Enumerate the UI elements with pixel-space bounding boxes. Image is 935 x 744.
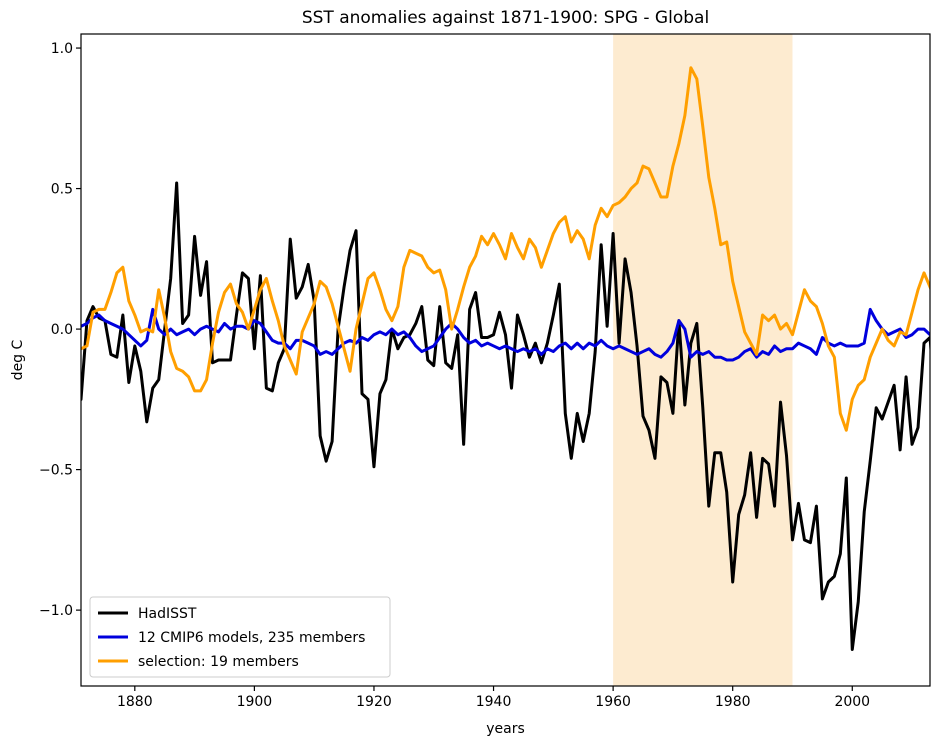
legend-box (89, 596, 391, 678)
y-tick-label: 0.5 (51, 182, 73, 198)
x-tick-label: 2000 (834, 694, 870, 710)
plot-frame (80, 33, 931, 687)
y-tick-label: −0.5 (39, 463, 73, 479)
legend-label: HadISST (138, 606, 197, 622)
cmip6-mean-line (81, 307, 930, 362)
selection-line (81, 66, 930, 432)
chart-title: SST anomalies against 1871-1900: SPG - G… (302, 8, 709, 28)
x-axis-label: years (486, 721, 525, 737)
shaded-period-1960-1990 (613, 34, 793, 686)
x-tick-label: 1920 (356, 694, 392, 710)
y-axis-label: deg C (10, 339, 26, 380)
x-tick-label: 1900 (237, 694, 273, 710)
legend-label: selection: 19 members (138, 654, 299, 670)
y-tick-label: −1.0 (39, 603, 73, 619)
y-tick-label: 0.0 (51, 322, 73, 338)
x-tick-label: 1960 (595, 694, 631, 710)
y-tick-label: 1.0 (51, 41, 73, 57)
x-tick-label: 1980 (715, 694, 751, 710)
legend-label: 12 CMIP6 models, 235 members (138, 630, 365, 646)
x-tick-label: 1880 (117, 694, 153, 710)
x-tick-label: 1940 (476, 694, 512, 710)
